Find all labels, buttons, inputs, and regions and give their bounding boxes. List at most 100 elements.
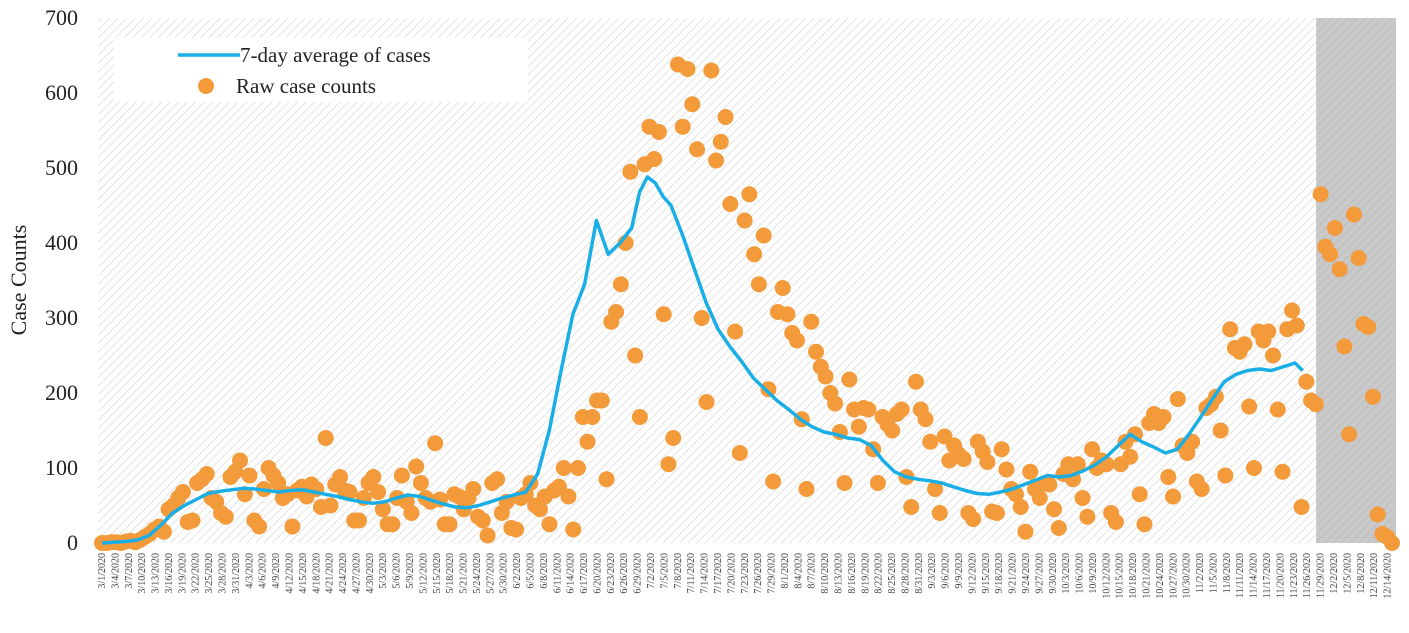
raw-case-count-point <box>1307 396 1324 413</box>
x-tick-label: 3/10/2020 <box>137 553 148 594</box>
x-tick-label: 11/23/2020 <box>1289 553 1300 598</box>
raw-case-count-point <box>955 451 972 467</box>
raw-case-count-point <box>1131 486 1148 503</box>
raw-case-count-point <box>370 484 387 500</box>
x-tick-label: 9/30/2020 <box>1048 553 1059 594</box>
x-tick-label: 5/15/2020 <box>432 553 443 594</box>
raw-case-count-point <box>679 61 696 77</box>
raw-case-count-point <box>1312 186 1329 203</box>
x-tick-label: 5/3/2020 <box>378 553 389 589</box>
raw-case-count-point <box>1122 448 1139 465</box>
x-tick-label: 3/13/2020 <box>151 553 162 594</box>
raw-case-count-point <box>850 418 867 435</box>
y-tick-label: 700 <box>45 5 78 30</box>
raw-case-count-point <box>1050 520 1067 536</box>
x-tick-label: 4/3/2020 <box>244 553 255 589</box>
x-tick-label: 11/11/2020 <box>1235 553 1246 598</box>
raw-case-count-point <box>622 163 639 180</box>
raw-case-count-point <box>474 512 491 529</box>
x-tick-label: 6/29/2020 <box>633 553 644 594</box>
raw-case-count-point <box>1260 323 1277 340</box>
x-tick-label: 8/10/2020 <box>820 553 831 594</box>
y-axis-label: Case Counts <box>6 225 31 336</box>
raw-case-count-point <box>270 475 287 491</box>
raw-case-count-point <box>646 151 663 167</box>
raw-case-count-point <box>241 467 258 484</box>
x-tick-label: 8/22/2020 <box>874 553 885 594</box>
x-tick-label: 11/2/2020 <box>1195 553 1206 593</box>
x-tick-label: 6/14/2020 <box>566 553 577 594</box>
raw-case-count-point <box>1298 373 1315 390</box>
x-tick-label: 8/1/2020 <box>780 553 791 589</box>
raw-case-count-point <box>1155 409 1172 425</box>
raw-case-count-point <box>765 473 782 490</box>
raw-case-count-point <box>1079 508 1096 525</box>
x-tick-label: 7/2/2020 <box>646 553 657 589</box>
x-tick-label: 12/11/2020 <box>1369 553 1380 598</box>
x-tick-label: 9/12/2020 <box>967 553 978 594</box>
raw-case-count-point <box>988 505 1005 521</box>
raw-case-count-point <box>332 469 349 485</box>
raw-case-count-point <box>1331 261 1348 278</box>
raw-case-count-point <box>1345 206 1362 223</box>
x-tick-label: 6/17/2020 <box>579 553 590 594</box>
x-tick-label: 4/9/2020 <box>271 553 282 589</box>
raw-case-count-point <box>1165 488 1182 505</box>
raw-case-count-point <box>927 481 944 497</box>
legend-label-average: 7-day average of cases <box>240 43 431 67</box>
x-tick-label: 3/28/2020 <box>218 553 229 594</box>
x-axis: 3/1/2020 3/4/2020 3/7/2020 3/10/2020 3/13/20… <box>97 553 1394 599</box>
raw-case-count-point <box>655 306 672 323</box>
raw-case-count-point <box>560 488 577 505</box>
x-tick-label: 6/20/2020 <box>592 553 603 594</box>
raw-case-count-point <box>736 212 753 229</box>
x-tick-label: 3/22/2020 <box>191 553 202 594</box>
raw-case-count-point <box>727 323 744 340</box>
x-tick-label: 4/6/2020 <box>258 553 269 589</box>
raw-case-count-point <box>836 475 853 491</box>
raw-case-count-point <box>1222 321 1239 338</box>
x-tick-label: 12/8/2020 <box>1356 553 1367 594</box>
raw-case-count-point <box>1245 460 1262 476</box>
x-tick-label: 6/2/2020 <box>512 553 523 589</box>
x-tick-label: 4/27/2020 <box>351 553 362 594</box>
legend-dot-swatch <box>198 78 214 94</box>
raw-case-count-point <box>1046 501 1063 518</box>
raw-case-count-point <box>1022 463 1039 480</box>
raw-case-count-point <box>441 516 458 533</box>
raw-case-count-point <box>198 466 215 482</box>
raw-case-count-point <box>803 313 820 330</box>
raw-case-count-point <box>479 527 496 544</box>
y-tick-label: 200 <box>45 380 78 405</box>
raw-case-count-point <box>1241 398 1258 415</box>
raw-case-count-point <box>965 511 982 527</box>
x-tick-label: 5/24/2020 <box>472 553 483 594</box>
raw-case-count-point <box>541 516 558 533</box>
raw-case-count-point <box>841 371 858 388</box>
raw-case-count-point <box>232 452 249 469</box>
raw-case-count-point <box>555 460 572 476</box>
x-tick-label: 9/9/2020 <box>954 553 965 589</box>
raw-case-count-point <box>284 518 301 535</box>
x-tick-label: 12/2/2020 <box>1329 553 1340 594</box>
raw-case-count-point <box>717 109 734 125</box>
raw-case-count-point <box>1169 391 1186 407</box>
x-tick-label: 4/21/2020 <box>325 553 336 594</box>
x-tick-label: 7/8/2020 <box>673 553 684 589</box>
x-tick-label: 8/4/2020 <box>793 553 804 589</box>
y-tick-label: 600 <box>45 80 78 105</box>
x-tick-label: 8/16/2020 <box>847 553 858 594</box>
raw-case-count-point <box>922 433 939 450</box>
x-tick-label: 12/14/2020 <box>1383 553 1394 599</box>
raw-case-count-point <box>593 392 610 409</box>
raw-case-count-point <box>1274 463 1291 480</box>
raw-case-count-point <box>684 96 701 113</box>
x-tick-label: 11/8/2020 <box>1222 553 1233 593</box>
x-tick-label: 10/15/2020 <box>1115 553 1126 599</box>
x-tick-label: 4/30/2020 <box>365 553 376 594</box>
x-tick-label: 5/21/2020 <box>459 553 470 594</box>
raw-case-count-point <box>860 401 877 418</box>
x-tick-label: 5/30/2020 <box>499 553 510 594</box>
legend-box <box>114 38 528 102</box>
raw-case-count-point <box>1364 388 1381 405</box>
